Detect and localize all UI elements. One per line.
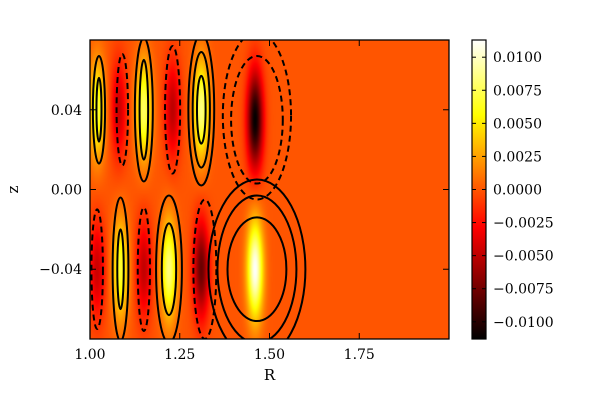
contour-solid-16 [160, 222, 178, 317]
contour-solid-19 [216, 194, 298, 339]
contour-solid-1 [95, 76, 103, 143]
heatmap-field [90, 40, 449, 339]
colorbar-tick-label: −0.0050 [493, 249, 554, 265]
contour-solid-3 [133, 40, 154, 183]
contour-dashed-2 [115, 52, 130, 167]
colorbar: 0.0100 0.0075 0.0050 0.0025 0.0000 −0.0025 −0.… [471, 39, 554, 340]
contour-dashed-10 [230, 54, 284, 185]
x-tick-label: 1.75 [344, 347, 375, 363]
contour-dashed-14 [136, 206, 151, 333]
x-tick-label: 1.25 [164, 347, 195, 363]
y-tick-label: 0.04 [51, 103, 82, 119]
colorbar-tick-label: 0.0075 [493, 83, 542, 99]
y-axis-label: z [4, 185, 22, 193]
contour-solid-15 [155, 194, 183, 339]
colorbar-tick-label: 0.0025 [493, 149, 542, 165]
colorbar-tick-label: 0.0100 [493, 50, 542, 66]
y-tick-label: 0.00 [51, 183, 82, 199]
colorbar-tick-label: −0.0025 [493, 216, 554, 232]
colorbar-tick-label: −0.0075 [493, 282, 554, 298]
colorbar-tick-label: 0.0000 [493, 183, 542, 199]
contour-solid-20 [226, 216, 288, 323]
x-tick-label: 1.50 [254, 347, 285, 363]
colorbar-tick-label: 0.0050 [493, 116, 542, 132]
contour-solid-8 [195, 74, 207, 145]
y-axis: 0.04 0.00 −0.04 [39, 103, 449, 278]
x-axis: 1.00 1.25 1.50 1.75 [74, 40, 375, 363]
contour-solid-4 [138, 58, 150, 161]
contour-solid-12 [111, 196, 130, 339]
colorbar-gradient [472, 40, 486, 339]
heatmap-plot-area [89, 39, 450, 340]
colorbar-tick-label: −0.0100 [493, 315, 554, 331]
contour-dashed-17 [192, 198, 218, 339]
contour-dashed-9 [221, 40, 293, 201]
contour-dashed-5 [164, 44, 182, 175]
contour-solid-13 [116, 228, 125, 311]
colorbar-ticks: 0.0100 0.0075 0.0050 0.0025 0.0000 −0.0025 −0.… [472, 50, 554, 331]
y-tick-label: −0.04 [39, 262, 82, 278]
x-axis-label: R [264, 366, 276, 384]
contour-solid-7 [191, 50, 211, 169]
contour-solid-18 [207, 178, 307, 339]
x-tick-label: 1.00 [74, 347, 105, 363]
contour-solid-6 [187, 40, 216, 187]
